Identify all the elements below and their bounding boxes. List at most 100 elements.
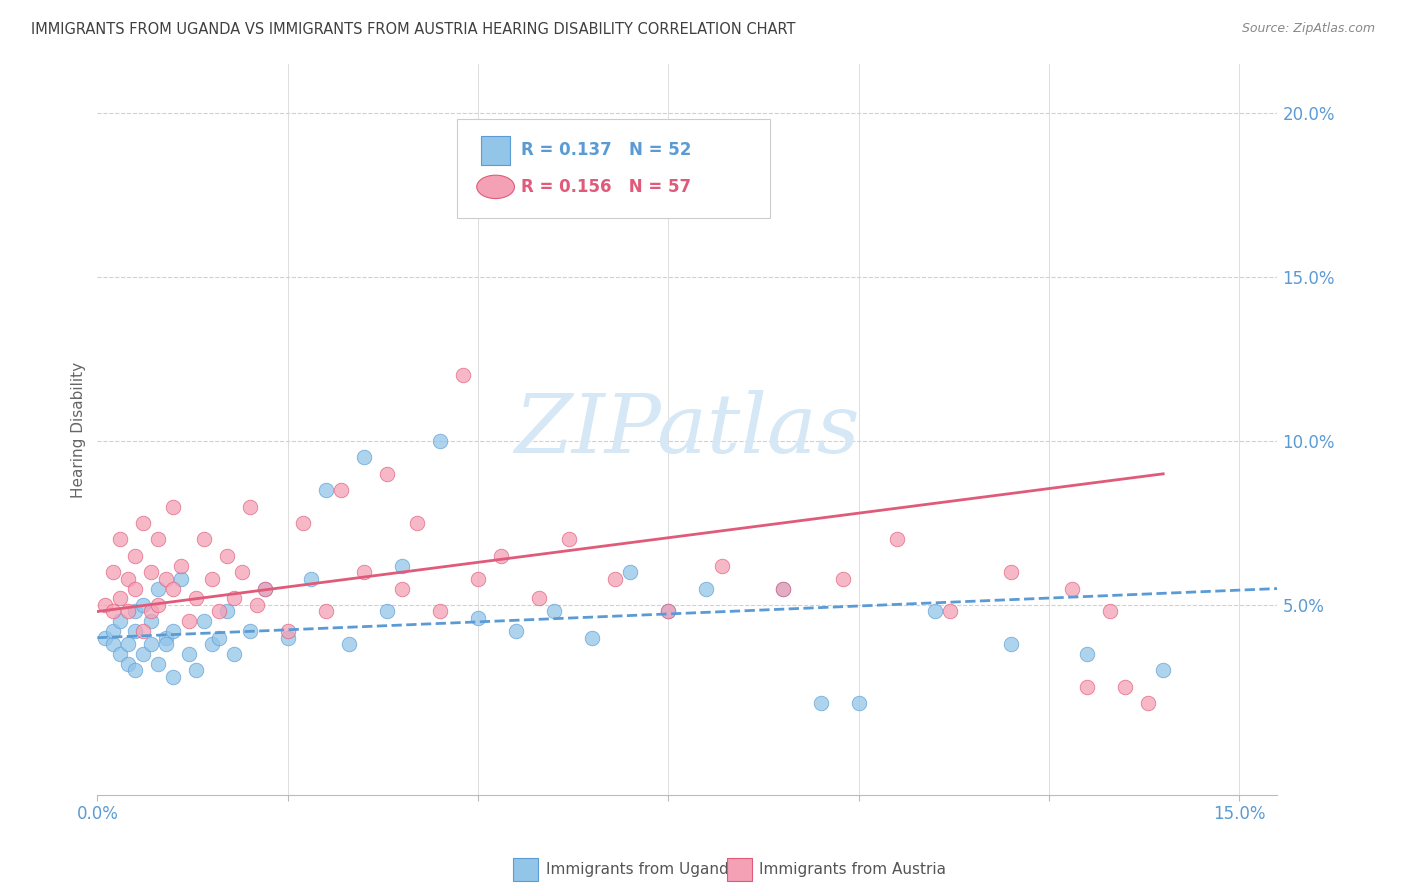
Point [657, 605, 679, 619]
Point [924, 605, 946, 619]
Text: R = 0.137   N = 52: R = 0.137 N = 52 [522, 141, 692, 160]
Point [1098, 605, 1121, 619]
Text: Immigrants from Uganda: Immigrants from Uganda [546, 863, 738, 877]
Point [94, 631, 117, 645]
Point [101, 624, 124, 639]
Point [772, 582, 794, 596]
Point [375, 605, 398, 619]
Point [558, 533, 581, 547]
Point [505, 624, 527, 639]
Point [193, 615, 215, 629]
Point [124, 582, 146, 596]
Point [124, 605, 146, 619]
Point [139, 605, 162, 619]
Point [155, 572, 177, 586]
Point [315, 605, 337, 619]
Point [101, 637, 124, 651]
Text: IMMIGRANTS FROM UGANDA VS IMMIGRANTS FROM AUSTRIA HEARING DISABILITY CORRELATION: IMMIGRANTS FROM UGANDA VS IMMIGRANTS FRO… [31, 22, 796, 37]
Point [224, 591, 246, 606]
Point [299, 572, 322, 586]
Point [330, 483, 353, 498]
Point [1136, 696, 1159, 710]
Point [186, 664, 208, 678]
Y-axis label: Hearing Disability: Hearing Disability [72, 361, 86, 498]
Point [239, 500, 262, 514]
Point [1060, 582, 1083, 596]
Point [148, 657, 170, 671]
Point [208, 605, 231, 619]
Point [148, 533, 170, 547]
Point [101, 565, 124, 579]
Point [315, 483, 337, 498]
Text: Immigrants from Austria: Immigrants from Austria [759, 863, 946, 877]
Text: R = 0.156   N = 57: R = 0.156 N = 57 [522, 178, 692, 196]
FancyBboxPatch shape [457, 119, 770, 218]
Point [277, 624, 299, 639]
Circle shape [477, 175, 515, 199]
Point [108, 647, 131, 661]
Point [1076, 680, 1098, 694]
Point [391, 558, 413, 573]
Point [139, 565, 162, 579]
Point [581, 631, 603, 645]
Point [132, 647, 155, 661]
Point [94, 598, 117, 612]
Point [239, 624, 262, 639]
Point [467, 611, 489, 625]
Point [124, 549, 146, 563]
Point [124, 664, 146, 678]
Point [132, 516, 155, 530]
Point [117, 637, 139, 651]
Point [117, 605, 139, 619]
Point [155, 637, 177, 651]
Point [200, 572, 222, 586]
Point [148, 598, 170, 612]
Point [1114, 680, 1136, 694]
Point [246, 598, 269, 612]
Point [1000, 565, 1022, 579]
Point [291, 516, 314, 530]
Point [886, 533, 908, 547]
Point [155, 631, 177, 645]
Point [231, 565, 253, 579]
Point [208, 631, 231, 645]
Point [657, 605, 679, 619]
Point [710, 558, 733, 573]
Point [162, 582, 184, 596]
Point [177, 615, 200, 629]
Point [772, 582, 794, 596]
Point [810, 696, 832, 710]
Point [215, 605, 238, 619]
Point [162, 670, 184, 684]
Point [186, 591, 208, 606]
Point [832, 572, 855, 586]
Point [193, 533, 215, 547]
Point [132, 598, 155, 612]
Point [429, 605, 451, 619]
Point [253, 582, 276, 596]
Point [939, 605, 962, 619]
Point [162, 500, 184, 514]
Point [1076, 647, 1098, 661]
Point [224, 647, 246, 661]
Point [170, 572, 193, 586]
Point [253, 582, 276, 596]
FancyBboxPatch shape [481, 136, 510, 165]
Point [132, 624, 155, 639]
Point [162, 624, 184, 639]
Text: Source: ZipAtlas.com: Source: ZipAtlas.com [1241, 22, 1375, 36]
Point [467, 572, 489, 586]
Point [543, 605, 565, 619]
Point [177, 647, 200, 661]
Point [695, 582, 717, 596]
Point [139, 637, 162, 651]
Point [451, 368, 474, 383]
Point [117, 657, 139, 671]
Point [170, 558, 193, 573]
Point [108, 615, 131, 629]
Point [337, 637, 360, 651]
Point [619, 565, 641, 579]
Point [148, 582, 170, 596]
Point [108, 591, 131, 606]
Point [429, 434, 451, 448]
